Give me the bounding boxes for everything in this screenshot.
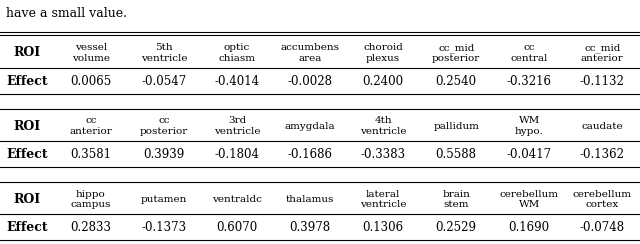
Text: -0.4014: -0.4014 (214, 75, 260, 88)
Text: -0.3383: -0.3383 (360, 148, 406, 161)
Text: brain
stem: brain stem (442, 190, 470, 209)
Text: 0.2833: 0.2833 (70, 221, 111, 234)
Text: cc
anterior: cc anterior (70, 116, 112, 136)
Text: caudate: caudate (582, 122, 623, 131)
Text: cc_mid
posterior: cc_mid posterior (432, 43, 480, 63)
Text: 0.5588: 0.5588 (436, 148, 477, 161)
Text: ROI: ROI (13, 193, 41, 206)
Text: 0.3978: 0.3978 (289, 221, 331, 234)
Text: Effect: Effect (6, 148, 48, 161)
Text: 3rd
ventricle: 3rd ventricle (214, 116, 260, 136)
Text: -0.1804: -0.1804 (214, 148, 259, 161)
Text: lateral
ventricle: lateral ventricle (360, 190, 406, 209)
Text: 0.3581: 0.3581 (70, 148, 111, 161)
Text: 0.2540: 0.2540 (436, 75, 477, 88)
Text: -0.0547: -0.0547 (141, 75, 186, 88)
Text: cc_mid
anterior: cc_mid anterior (581, 43, 624, 63)
Text: 5th
ventricle: 5th ventricle (141, 43, 187, 63)
Text: ventraldc: ventraldc (212, 195, 262, 204)
Text: -0.0028: -0.0028 (287, 75, 333, 88)
Text: accumbens
area: accumbens area (280, 43, 340, 63)
Text: WM
hypo.: WM hypo. (515, 116, 543, 136)
Text: Effect: Effect (6, 221, 48, 234)
Text: 4th
ventricle: 4th ventricle (360, 116, 406, 136)
Text: 0.1690: 0.1690 (509, 221, 550, 234)
Text: cc
posterior: cc posterior (140, 116, 188, 136)
Text: Effect: Effect (6, 75, 48, 88)
Text: optic
chiasm: optic chiasm (218, 43, 255, 63)
Text: have a small value.: have a small value. (6, 7, 127, 20)
Text: cerebellum
WM: cerebellum WM (500, 190, 559, 209)
Text: 0.6070: 0.6070 (216, 221, 258, 234)
Text: 0.2529: 0.2529 (436, 221, 477, 234)
Text: 0.2400: 0.2400 (362, 75, 404, 88)
Text: amygdala: amygdala (285, 122, 335, 131)
Text: -0.3216: -0.3216 (507, 75, 552, 88)
Text: 0.0065: 0.0065 (70, 75, 111, 88)
Text: ROI: ROI (13, 46, 41, 60)
Text: thalamus: thalamus (286, 195, 334, 204)
Text: vessel
volume: vessel volume (72, 43, 110, 63)
Text: -0.1362: -0.1362 (580, 148, 625, 161)
Text: ROI: ROI (13, 120, 41, 133)
Text: cerebellum
cortex: cerebellum cortex (573, 190, 632, 209)
Text: cc
central: cc central (511, 43, 548, 63)
Text: pallidum: pallidum (433, 122, 479, 131)
Text: 0.1306: 0.1306 (362, 221, 404, 234)
Text: -0.1132: -0.1132 (580, 75, 625, 88)
Text: -0.0417: -0.0417 (507, 148, 552, 161)
Text: -0.1373: -0.1373 (141, 221, 186, 234)
Text: putamen: putamen (141, 195, 187, 204)
Text: choroid
plexus: choroid plexus (363, 43, 403, 63)
Text: -0.1686: -0.1686 (287, 148, 333, 161)
Text: -0.0748: -0.0748 (580, 221, 625, 234)
Text: hippo
campus: hippo campus (70, 190, 111, 209)
Text: 0.3939: 0.3939 (143, 148, 184, 161)
